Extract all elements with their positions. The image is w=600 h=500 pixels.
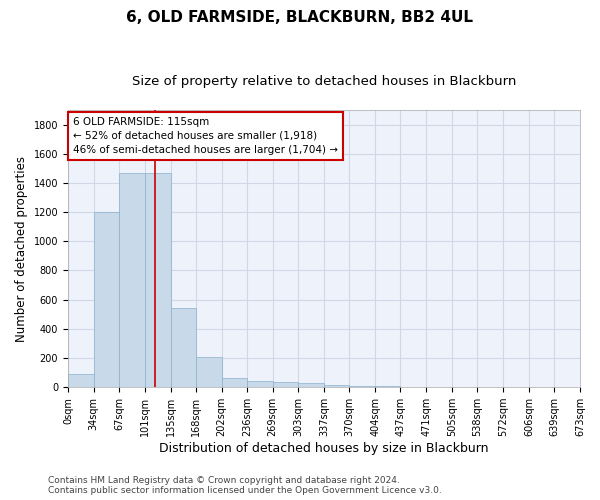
Y-axis label: Number of detached properties: Number of detached properties — [15, 156, 28, 342]
Bar — [68, 374, 94, 387]
Bar — [94, 212, 119, 387]
Bar — [272, 382, 298, 387]
Text: 6, OLD FARMSIDE, BLACKBURN, BB2 4UL: 6, OLD FARMSIDE, BLACKBURN, BB2 4UL — [127, 10, 473, 25]
Bar — [196, 358, 221, 387]
Bar — [349, 386, 376, 387]
Bar — [221, 378, 247, 387]
Title: Size of property relative to detached houses in Blackburn: Size of property relative to detached ho… — [132, 75, 516, 88]
Bar — [145, 174, 170, 387]
Text: Contains HM Land Registry data © Crown copyright and database right 2024.
Contai: Contains HM Land Registry data © Crown c… — [48, 476, 442, 495]
Bar — [376, 386, 400, 387]
Bar — [119, 172, 145, 387]
X-axis label: Distribution of detached houses by size in Blackburn: Distribution of detached houses by size … — [159, 442, 489, 455]
Bar — [325, 385, 349, 387]
Bar — [247, 380, 272, 387]
Bar — [170, 308, 196, 387]
Bar — [298, 383, 325, 387]
Text: 6 OLD FARMSIDE: 115sqm
← 52% of detached houses are smaller (1,918)
46% of semi-: 6 OLD FARMSIDE: 115sqm ← 52% of detached… — [73, 117, 338, 155]
